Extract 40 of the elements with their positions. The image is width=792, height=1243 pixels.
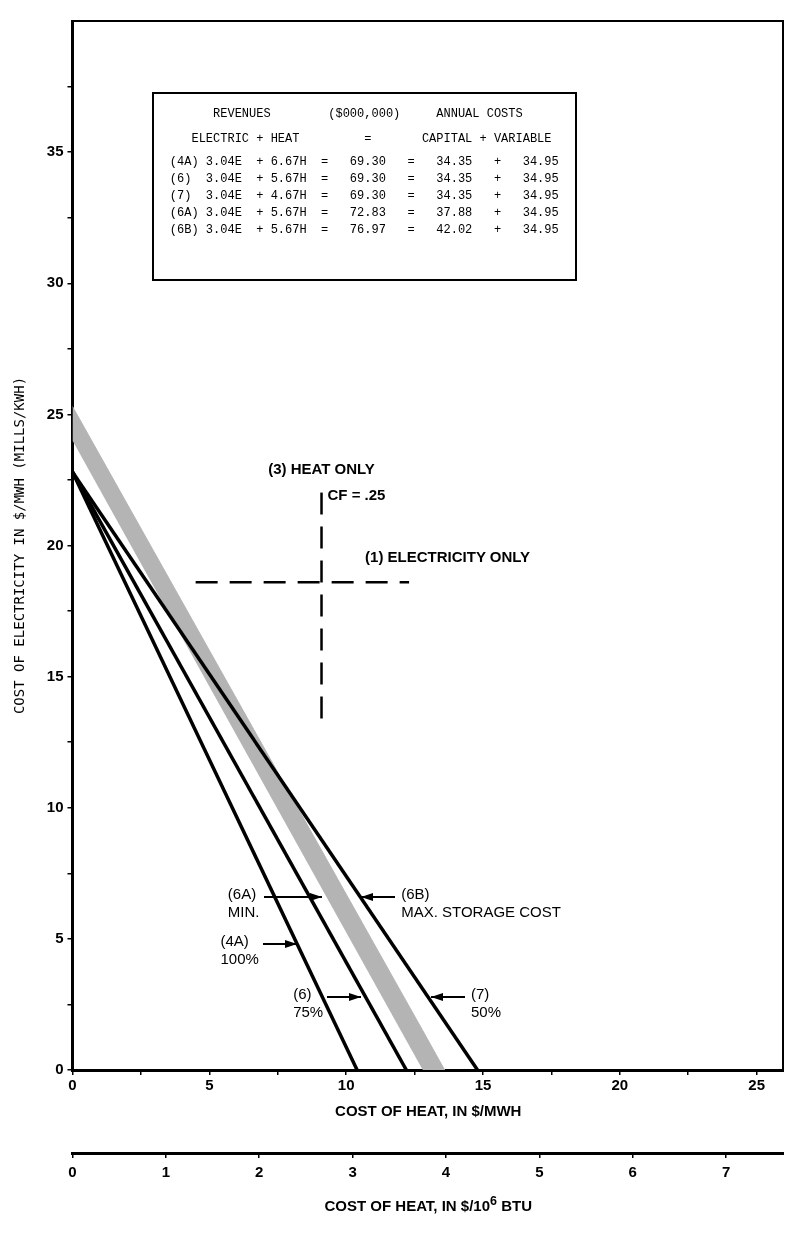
x-tick-label: 0	[68, 1076, 77, 1094]
annotation: (1) ELECTRICITY ONLY	[365, 548, 531, 567]
x-tick-label: 25	[748, 1076, 765, 1094]
y-tick-label: 10	[46, 797, 64, 815]
annotation: (7) 3.04E + 4.67H = 69.30 = 34.35 + 34.95	[169, 187, 559, 205]
annotation: REVENUES ($000,000) ANNUAL COSTS	[212, 105, 524, 123]
x2-tick-label: 0	[68, 1163, 77, 1181]
y-tick-label: 25	[46, 404, 64, 422]
annotation: (6B) MAX. STORAGE COST	[401, 884, 561, 921]
x2-tick-label: 7	[721, 1163, 731, 1181]
x2-tick-label: 1	[161, 1163, 171, 1181]
x2-tick-label: 5	[535, 1163, 544, 1181]
annotation: (6A) MIN.	[227, 884, 260, 921]
annotation: CF = .25	[327, 486, 386, 505]
x2-tick-label: 4	[441, 1163, 451, 1181]
y-tick-label: 0	[55, 1060, 64, 1078]
y-tick-label: 15	[46, 666, 64, 684]
y-axis-title: COST OF ELECTRICITY IN $/MWH (MILLS/KWH)	[11, 376, 28, 715]
annotation: (7) 50%	[470, 984, 501, 1021]
y-tick-label: 5	[55, 929, 64, 947]
x2-tick-label: 3	[348, 1163, 357, 1181]
x-tick-label: 20	[611, 1076, 629, 1094]
x-tick-label: 5	[205, 1076, 214, 1094]
annotation: ELECTRIC + HEAT = CAPITAL + VARIABLE	[190, 130, 553, 148]
x-tick-label: 15	[474, 1076, 492, 1094]
x2-axis-title: COST OF HEAT, IN $/10$^{6}$ BTU	[324, 1193, 533, 1215]
y-tick-label: 35	[46, 142, 64, 160]
x2-tick-label: 6	[628, 1163, 637, 1181]
x-tick-label: 10	[337, 1076, 355, 1094]
annotation: (6) 3.04E + 5.67H = 69.30 = 34.35 + 34.95	[169, 170, 559, 188]
x-axis-title: COST OF HEAT, IN $/MWH	[335, 1102, 522, 1120]
annotation: (6B) 3.04E + 5.67H = 76.97 = 42.02 + 34.95	[169, 221, 559, 239]
annotation: (4A) 100%	[220, 932, 259, 969]
annotation: (3) HEAT ONLY	[268, 460, 375, 479]
annotation: (4A) 3.04E + 6.67H = 69.30 = 34.35 + 34.95	[169, 153, 559, 171]
y-tick-label: 30	[46, 273, 64, 291]
annotation: (6A) 3.04E + 5.67H = 72.83 = 37.88 + 34.95	[169, 204, 559, 222]
annotation: (6) 75%	[293, 984, 324, 1021]
x2-tick-label: 2	[255, 1163, 264, 1181]
y-tick-label: 20	[46, 535, 64, 553]
